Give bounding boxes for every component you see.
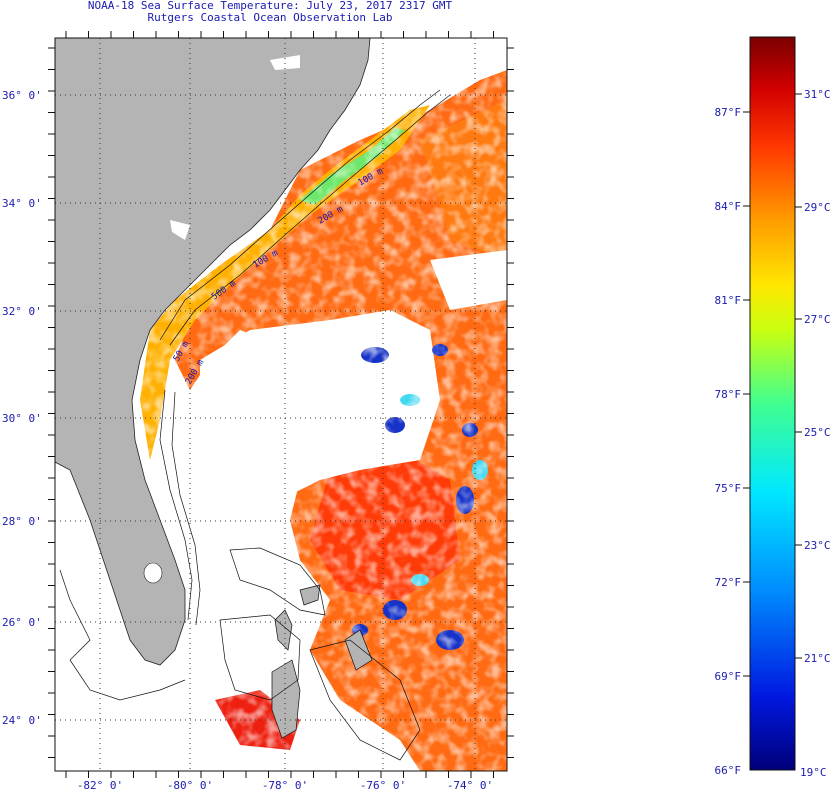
pamlico-sound xyxy=(270,55,300,70)
colorbar-f-label: 81°F xyxy=(715,294,742,307)
axis-ticks xyxy=(48,31,514,778)
colorbar-c-label: 25°C xyxy=(804,426,831,439)
colorbar: 87°F 84°F 81°F 78°F 75°F 72°F 69°F 66°F … xyxy=(715,36,831,779)
colorbar-f-label: 75°F xyxy=(715,482,742,495)
lat-label: 28° 0' xyxy=(2,515,42,528)
colorbar-f-label: 84°F xyxy=(715,200,742,213)
lon-label: -78° 0' xyxy=(262,779,308,792)
colorbar-ticks xyxy=(743,93,802,677)
longitude-labels: -82° 0' -80° 0' -78° 0' -76° 0' -74° 0' xyxy=(77,779,493,792)
lon-label: -74° 0' xyxy=(447,779,493,792)
colorbar-c-label: 19°C xyxy=(800,766,827,779)
colorbar-celsius-labels: 31°C 29°C 27°C 25°C 23°C 21°C 19°C xyxy=(800,88,831,779)
isobath-contours xyxy=(59,89,451,761)
lat-label: 30° 0' xyxy=(2,412,42,425)
map-subtitle: Rutgers Coastal Ocean Observation Lab xyxy=(147,11,393,24)
land-mainland xyxy=(55,38,371,666)
lat-label: 24° 0' xyxy=(2,714,42,727)
lon-label: -76° 0' xyxy=(360,779,406,792)
map-frame xyxy=(54,37,508,772)
colorbar-f-label: 87°F xyxy=(715,106,742,119)
colorbar-f-label: 78°F xyxy=(715,388,742,401)
lake-okeechobee xyxy=(143,562,163,584)
lat-label: 34° 0' xyxy=(2,197,42,210)
colorbar-c-label: 21°C xyxy=(804,652,831,665)
graticule xyxy=(55,38,507,771)
colorbar-gradient xyxy=(749,36,796,771)
lat-label: 36° 0' xyxy=(2,89,42,102)
colorbar-c-label: 27°C xyxy=(804,313,831,326)
inland-water xyxy=(170,220,190,240)
map-title: NOAA-18 Sea Surface Temperature: July 23… xyxy=(87,0,453,12)
lat-label: 32° 0' xyxy=(2,305,42,318)
lat-label: 26° 0' xyxy=(2,616,42,629)
latitude-labels: 36° 0' 34° 0' 32° 0' 30° 0' 28° 0' 26° 0… xyxy=(2,89,42,727)
map-panel: 100 m 200 m 100 m 500 m 50 m 200 m xyxy=(55,38,507,771)
colorbar-c-label: 23°C xyxy=(804,539,831,552)
bahamas-islands xyxy=(271,584,373,739)
colorbar-c-label: 29°C xyxy=(804,201,831,214)
lon-label: -80° 0' xyxy=(167,779,213,792)
colorbar-f-label: 72°F xyxy=(715,576,742,589)
colorbar-c-label: 31°C xyxy=(804,88,831,101)
colorbar-fahrenheit-labels: 87°F 84°F 81°F 78°F 75°F 72°F 69°F 66°F xyxy=(715,106,742,777)
lon-label: -82° 0' xyxy=(77,779,123,792)
colorbar-f-label: 69°F xyxy=(715,670,742,683)
colorbar-f-label: 66°F xyxy=(715,764,742,777)
